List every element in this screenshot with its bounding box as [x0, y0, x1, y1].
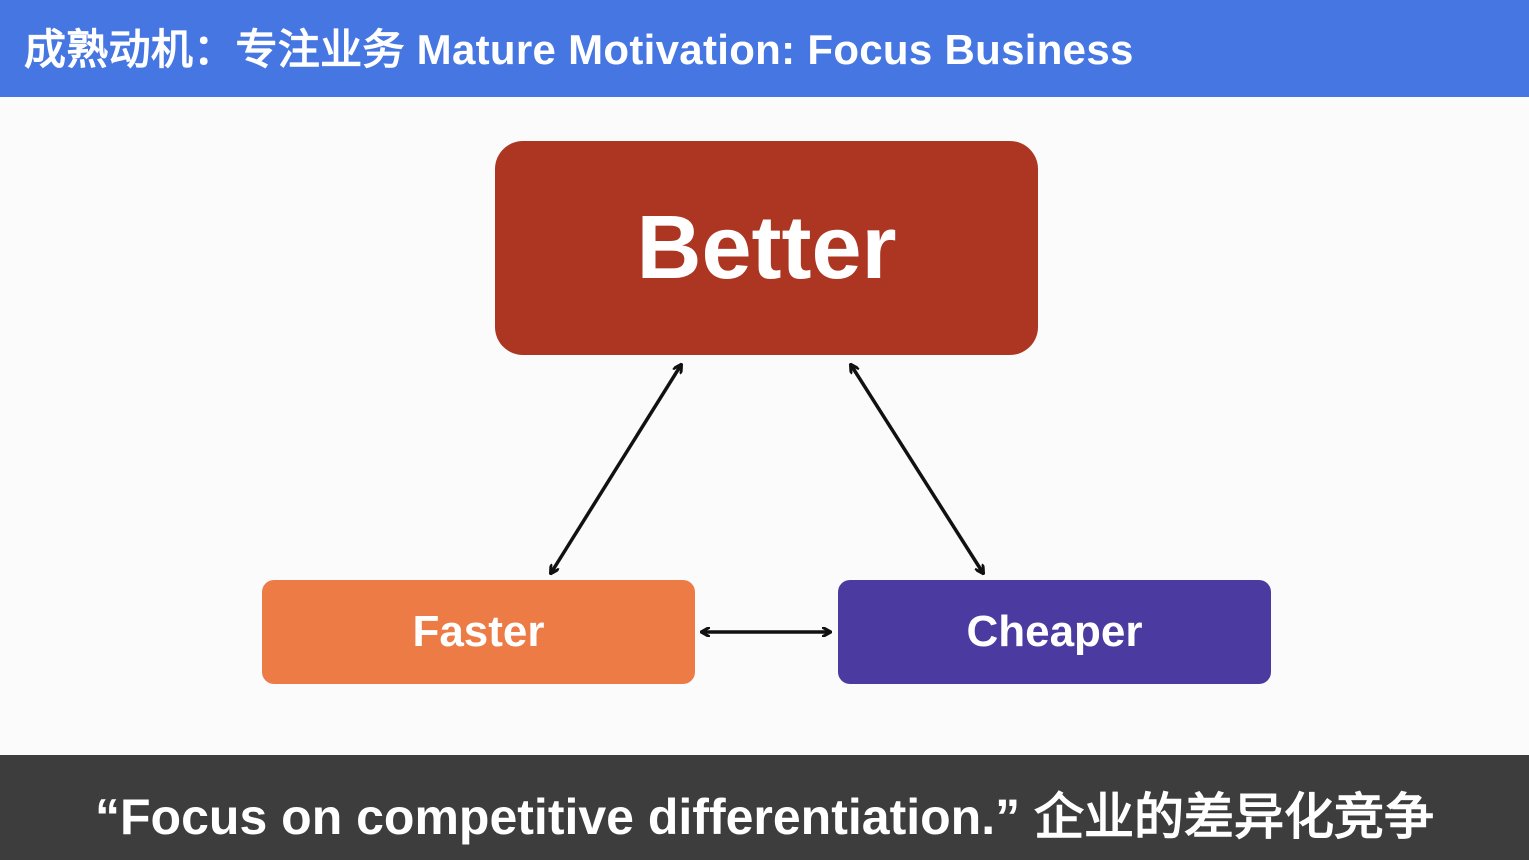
subtitle-bar: “Focus on competitive differentiation.” …: [0, 755, 1529, 860]
node-cheaper: Cheaper: [838, 580, 1271, 684]
node-better: Better: [495, 141, 1038, 355]
node-better-label: Better: [636, 197, 897, 298]
node-faster: Faster: [262, 580, 695, 684]
arrows-layer: [0, 97, 1529, 755]
arrow-better-cheaper: [851, 365, 983, 573]
diagram-canvas: Better Faster Cheaper: [0, 97, 1529, 755]
title-bar: 成熟动机：专注业务 Mature Motivation: Focus Busin…: [0, 0, 1529, 97]
node-faster-label: Faster: [412, 607, 545, 656]
arrow-better-faster: [551, 365, 681, 573]
slide-title: 成熟动机：专注业务 Mature Motivation: Focus Busin…: [24, 26, 1134, 73]
subtitle-text: “Focus on competitive differentiation.” …: [95, 788, 1434, 845]
node-cheaper-label: Cheaper: [966, 607, 1143, 656]
